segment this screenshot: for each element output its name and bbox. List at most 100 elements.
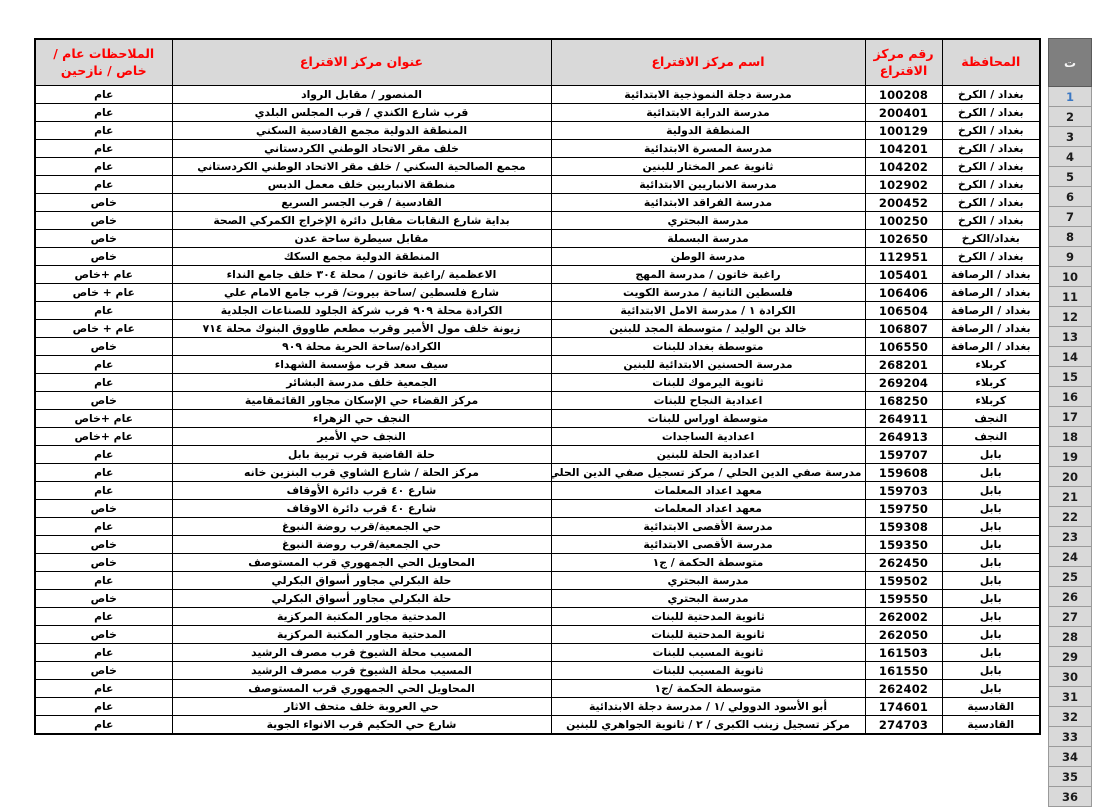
center-address-cell: القادسية / قرب الجسر السريع bbox=[171, 193, 552, 212]
center-number-cell: 104202 bbox=[864, 157, 943, 176]
notes-cell: خاص bbox=[34, 337, 173, 356]
center-name-cell: فلسطين الثانية / مدرسة الكويت bbox=[550, 283, 866, 302]
center-name-cell: متوسطة اوراس للبنات bbox=[550, 409, 866, 428]
center-name-cell: مدرسة البسملة bbox=[550, 229, 866, 248]
row-number-cell: 15 bbox=[1048, 366, 1092, 387]
center-name-cell: مدرسة المسرة الابتدائية bbox=[550, 139, 866, 158]
notes-cell: خاص bbox=[34, 535, 173, 554]
notes-cell: خاص bbox=[34, 211, 173, 230]
center-address-cell: مركز القضاء حي الإسكان مجاور القائمقامية bbox=[171, 391, 552, 410]
row-number-cell: 9 bbox=[1048, 246, 1092, 267]
center-address-cell: مجمع الصالحية السكني / خلف مقر الاتحاد ا… bbox=[171, 157, 552, 176]
governorate-cell: بابل bbox=[941, 625, 1041, 644]
row-number-cell: 17 bbox=[1048, 406, 1092, 427]
index-row: 29 bbox=[1048, 646, 1092, 667]
center-name-cell: مدرسة الدراية الابتدائية bbox=[550, 103, 866, 122]
governorate-cell: بغداد / الكرخ bbox=[941, 85, 1041, 104]
center-number-cell: 168250 bbox=[864, 391, 943, 410]
notes-cell: عام bbox=[34, 355, 173, 374]
center-number-cell: 159750 bbox=[864, 499, 943, 518]
center-name-cell: ثانوية المسيب للبنات bbox=[550, 643, 866, 662]
index-row: 4 bbox=[1048, 146, 1092, 167]
row-number-cell: 11 bbox=[1048, 286, 1092, 307]
table-row: القادسية 274703 مركز تسجيل زينب الكبرى /… bbox=[34, 715, 1041, 735]
table-row: بغداد / الكرخ 102902 مدرسة الانباريين ال… bbox=[34, 175, 1041, 194]
center-address-header: عنوان مركز الاقتراع bbox=[171, 38, 552, 86]
row-number-cell: 34 bbox=[1048, 746, 1092, 767]
center-address-cell: حي العروبة خلف متحف الاثار bbox=[171, 697, 552, 716]
governorate-cell: بغداد / الرصافة bbox=[941, 301, 1041, 320]
center-name-cell: مركز تسجيل زينب الكبرى / ٢ / ثانوية الجو… bbox=[550, 715, 866, 735]
table-row: بابل 262450 متوسطة الحكمة / ج١ المحاويل … bbox=[34, 553, 1041, 572]
polling-centers-table: المحافظة رقم مركز الاقتراع اسم مركز الاق… bbox=[34, 38, 1041, 735]
table-row: بغداد / الرصافة 106504 الكرادة ١ / مدرسة… bbox=[34, 301, 1041, 320]
row-number-cell: 16 bbox=[1048, 386, 1092, 407]
center-number-cell: 102650 bbox=[864, 229, 943, 248]
table-row: بغداد / الكرخ 200452 مدرسة الفراقد الابت… bbox=[34, 193, 1041, 212]
index-column-header: ت bbox=[1048, 38, 1092, 87]
table-row: القادسية 174601 أبو الأسود الدوولي /١ / … bbox=[34, 697, 1041, 716]
center-name-cell: اعدادية النجاح للبنات bbox=[550, 391, 866, 410]
row-number-cell: 12 bbox=[1048, 306, 1092, 327]
center-number-cell: 100250 bbox=[864, 211, 943, 230]
table-row: بغداد / الرصافة 106807 خالد بن الوليد / … bbox=[34, 319, 1041, 338]
center-address-cell: الاعظمية /راغبة خاتون / محلة ٣٠٤ خلف جام… bbox=[171, 265, 552, 284]
center-number-cell: 268201 bbox=[864, 355, 943, 374]
table-row: بابل 159750 معهد اعداد المعلمات شارع ٤٠ … bbox=[34, 499, 1041, 518]
center-number-header: رقم مركز الاقتراع bbox=[864, 38, 943, 86]
table-row: بغداد / الكرخ 200401 مدرسة الدراية الابت… bbox=[34, 103, 1041, 122]
governorate-cell: كربلاء bbox=[941, 355, 1041, 374]
table-row: بابل 159550 مدرسة البحتري حلة البكرلي مج… bbox=[34, 589, 1041, 608]
governorate-cell: كربلاء bbox=[941, 373, 1041, 392]
index-row: 11 bbox=[1048, 286, 1092, 307]
center-name-cell: مدرسة الأقصى الابتدائية bbox=[550, 517, 866, 536]
table-row: بابل 159608 مدرسة صفي الدين الحلي / مركز… bbox=[34, 463, 1041, 482]
index-row: 9 bbox=[1048, 246, 1092, 267]
table-row: بغداد / الكرخ 112951 مدرسة الوطن المنطقة… bbox=[34, 247, 1041, 266]
center-address-cell: النجف حي الأمير bbox=[171, 427, 552, 446]
center-name-cell: متوسطة الحكمة / ج١ bbox=[550, 553, 866, 572]
governorate-cell: بابل bbox=[941, 589, 1041, 608]
notes-cell: عام bbox=[34, 607, 173, 626]
row-number-cell: 6 bbox=[1048, 186, 1092, 207]
row-number-cell: 30 bbox=[1048, 666, 1092, 687]
index-row: 15 bbox=[1048, 366, 1092, 387]
center-address-cell: مقابل سيطرة ساحة عدن bbox=[171, 229, 552, 248]
notes-cell: عام bbox=[34, 103, 173, 122]
center-name-cell: مدرسة صفي الدين الحلي / مركز تسجيل صفي ا… bbox=[550, 463, 866, 482]
governorate-cell: بابل bbox=[941, 661, 1041, 680]
index-row: 8 bbox=[1048, 226, 1092, 247]
index-row: 32 bbox=[1048, 706, 1092, 727]
center-name-cell: متوسطة الحكمة /ج١ bbox=[550, 679, 866, 698]
table-row: بغداد / الكرخ 104201 مدرسة المسرة الابتد… bbox=[34, 139, 1041, 158]
center-number-cell: 200452 bbox=[864, 193, 943, 212]
governorate-cell: بابل bbox=[941, 643, 1041, 662]
index-row: 20 bbox=[1048, 466, 1092, 487]
center-number-cell: 274703 bbox=[864, 715, 943, 735]
notes-cell: عام bbox=[34, 517, 173, 536]
center-name-cell: ثانوية المدحتية للبنات bbox=[550, 607, 866, 626]
center-address-cell: المنصور / مقابل الرواد bbox=[171, 85, 552, 104]
governorate-cell: بابل bbox=[941, 535, 1041, 554]
index-row: 27 bbox=[1048, 606, 1092, 627]
governorate-cell: بغداد/الكرخ bbox=[941, 229, 1041, 248]
table-row: بغداد / الكرخ 104202 ثانوية عمر المختار … bbox=[34, 157, 1041, 176]
table-row: بابل 262002 ثانوية المدحتية للبنات المدح… bbox=[34, 607, 1041, 626]
row-number-cell: 31 bbox=[1048, 686, 1092, 707]
notes-cell: عام bbox=[34, 715, 173, 735]
governorate-cell: النجف bbox=[941, 409, 1041, 428]
governorate-cell: بغداد / الرصافة bbox=[941, 319, 1041, 338]
governorate-cell: القادسية bbox=[941, 715, 1041, 735]
row-number-cell: 32 bbox=[1048, 706, 1092, 727]
notes-cell: خاص bbox=[34, 247, 173, 266]
governorate-cell: بغداد / الكرخ bbox=[941, 157, 1041, 176]
notes-cell: عام bbox=[34, 463, 173, 482]
center-address-cell: حلة البكرلي مجاور أسواق البكرلي bbox=[171, 571, 552, 590]
center-address-cell: حي الجمعية/قرب روضة النبوغ bbox=[171, 535, 552, 554]
row-number-cell: 10 bbox=[1048, 266, 1092, 287]
row-number-cell: 25 bbox=[1048, 566, 1092, 587]
center-address-cell: مركز الحلة / شارع الشاوي قرب البنزين خان… bbox=[171, 463, 552, 482]
center-name-cell: ثانوية عمر المختار للبنين bbox=[550, 157, 866, 176]
index-row: 18 bbox=[1048, 426, 1092, 447]
center-number-cell: 105401 bbox=[864, 265, 943, 284]
